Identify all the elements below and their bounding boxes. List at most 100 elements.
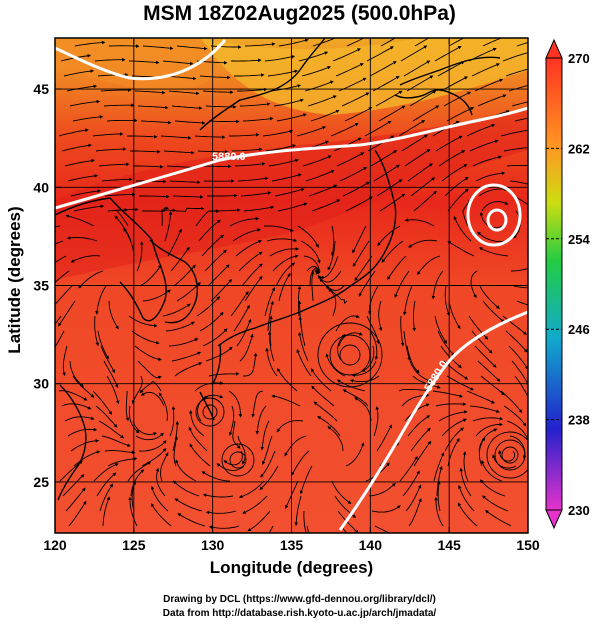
- streamline: [64, 158, 95, 167]
- streamline: [104, 192, 136, 197]
- streamline: [150, 503, 172, 527]
- streamline: [165, 321, 195, 332]
- streamline: [171, 351, 202, 362]
- streamline: [403, 285, 413, 316]
- streamline: [370, 150, 398, 167]
- streamline: [268, 525, 274, 533]
- streamline: [197, 395, 209, 422]
- streamline: [448, 38, 465, 47]
- streamline: [176, 45, 208, 51]
- streamline: [174, 120, 206, 125]
- streamline: [433, 452, 445, 482]
- streamline: [176, 282, 201, 302]
- streamline: [65, 487, 86, 512]
- streamline: [349, 375, 380, 383]
- streamline: [100, 88, 132, 92]
- streamline: [482, 300, 505, 323]
- streamline: [162, 303, 191, 317]
- streamline: [298, 315, 306, 347]
- streamline: [262, 129, 294, 137]
- streamline: [138, 440, 167, 452]
- streamline: [380, 38, 396, 47]
- streamline: [300, 240, 321, 264]
- streamline: [223, 450, 243, 466]
- streamline: [271, 394, 301, 407]
- streamline: [457, 502, 478, 527]
- streamline: [231, 147, 263, 152]
- streamline: [94, 315, 100, 347]
- streamline: [244, 42, 276, 47]
- streamline: [189, 409, 205, 437]
- streamline: [73, 450, 101, 467]
- streamline: [409, 90, 437, 107]
- streamline: [269, 247, 300, 257]
- streamline: [177, 513, 206, 527]
- streamline: [265, 144, 297, 152]
- streamline: [469, 405, 500, 413]
- streamline: [97, 330, 109, 360]
- streamline: [70, 189, 102, 197]
- streamline: [239, 333, 254, 362]
- streamline: [239, 102, 271, 107]
- streamline: [174, 362, 203, 377]
- streamline: [471, 330, 493, 354]
- streamline: [136, 241, 144, 272]
- streamline: [139, 194, 170, 199]
- x-tick-label: 150: [516, 537, 540, 553]
- streamline: [229, 216, 260, 227]
- streamline: [172, 480, 200, 497]
- streamline: [332, 48, 361, 62]
- streamline: [366, 46, 394, 62]
- streamline: [514, 117, 528, 122]
- streamline: [175, 206, 205, 212]
- streamline: [453, 215, 472, 242]
- streamline: [266, 238, 298, 242]
- streamline: [469, 139, 499, 152]
- chart-title: MSM 18Z02Aug2025 (500.0hPa): [143, 2, 456, 25]
- streamline: [441, 164, 468, 182]
- streamline: [376, 424, 392, 452]
- streamline: [205, 346, 233, 362]
- streamline: [444, 427, 465, 452]
- streamline: [68, 500, 87, 527]
- x-tick-label: 130: [201, 537, 225, 553]
- streamline: [403, 330, 411, 361]
- streamline: [168, 90, 200, 96]
- contour-label-north: 5880.0: [212, 151, 246, 163]
- streamline: [285, 480, 299, 509]
- streamline: [481, 460, 503, 482]
- streamline: [200, 164, 232, 169]
- streamline: [55, 240, 64, 245]
- streamline: [513, 285, 528, 289]
- streamline: [199, 75, 231, 80]
- streamline: [208, 372, 240, 377]
- streamline: [466, 123, 496, 137]
- streamline: [498, 449, 516, 462]
- streamline: [160, 135, 192, 140]
- streamline: [169, 405, 176, 437]
- streamline: [508, 85, 528, 92]
- streamline: [512, 195, 528, 206]
- streamline: [376, 179, 403, 197]
- streamline: [267, 330, 275, 362]
- vortex-marks: [195, 322, 528, 479]
- streamline: [106, 375, 120, 405]
- streamline: [437, 61, 465, 77]
- streamline: [134, 345, 162, 361]
- streamline: [95, 285, 107, 315]
- streamline: [412, 300, 416, 332]
- streamline: [409, 360, 432, 382]
- streamline: [406, 345, 420, 374]
- streamline: [398, 388, 430, 393]
- streamline: [158, 392, 168, 422]
- x-tick-label: 120: [43, 537, 67, 553]
- streamline: [70, 439, 100, 452]
- streamline: [479, 285, 500, 309]
- streamline: [296, 349, 312, 377]
- streamline: [238, 251, 263, 272]
- streamline: [241, 263, 263, 287]
- streamline: [55, 330, 65, 348]
- streamline: [410, 427, 431, 452]
- streamline: [307, 95, 337, 107]
- streamline: [102, 496, 110, 527]
